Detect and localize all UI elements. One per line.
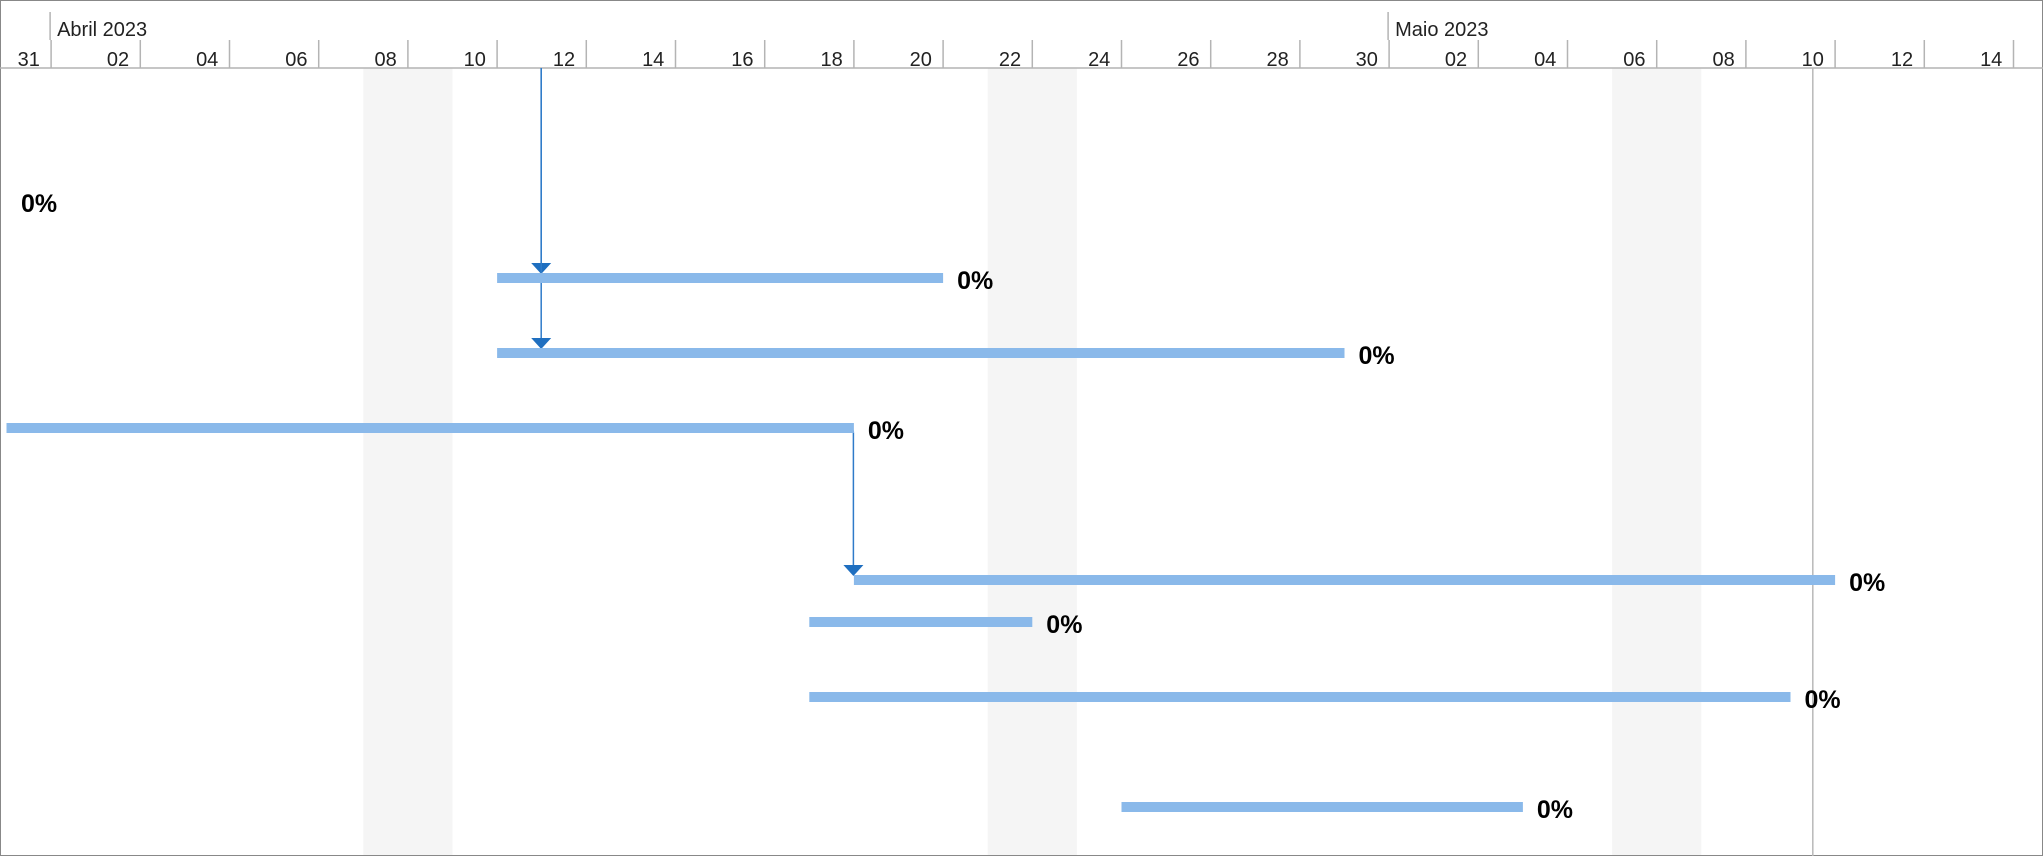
tick-label-20: 10 xyxy=(1802,49,1824,71)
percent-complete-labels: 0% 0% 0% 0% 0% 0% 0% 0% xyxy=(21,190,1885,824)
percent-label-2: 0% xyxy=(1359,342,1395,370)
weekend-band-2 xyxy=(1612,68,1702,856)
percent-label-6: 0% xyxy=(1805,686,1841,714)
day-ticks: 31 02 04 06 08 10 12 14 16 18 20 22 24 26 28 30 02 04 06 08… xyxy=(18,40,2015,71)
percent-label-5: 0% xyxy=(1046,611,1082,639)
task-bar-2[interactable] xyxy=(497,348,1345,358)
tick-label-9: 18 xyxy=(820,49,842,71)
dependency-1 xyxy=(531,68,552,349)
tick-label-7: 14 xyxy=(642,49,664,71)
month-label-1: Maio 2023 xyxy=(1395,19,1488,41)
percent-label-0: 0% xyxy=(21,190,57,218)
task-bar-1[interactable] xyxy=(497,273,944,283)
task-bar-4[interactable] xyxy=(853,575,1836,585)
percent-label-3: 0% xyxy=(868,417,904,445)
tick-label-2: 04 xyxy=(196,49,218,71)
tick-label-6: 12 xyxy=(553,49,575,71)
tick-label-17: 04 xyxy=(1534,49,1556,71)
tick-label-8: 16 xyxy=(731,49,753,71)
percent-label-4: 0% xyxy=(1849,569,1885,597)
tick-label-22: 14 xyxy=(1980,49,2002,71)
task-bar-5[interactable] xyxy=(809,617,1033,627)
month-labels: Abril 2023 Maio 2023 xyxy=(49,12,1489,41)
task-bars xyxy=(6,273,1836,812)
tick-label-4: 08 xyxy=(374,49,396,71)
tick-label-15: 30 xyxy=(1356,49,1378,71)
weekend-band-0 xyxy=(363,68,453,856)
dependency-arrow-1 xyxy=(531,338,552,349)
percent-label-7: 0% xyxy=(1537,796,1573,824)
tick-label-12: 24 xyxy=(1088,49,1110,71)
task-bar-6[interactable] xyxy=(809,692,1791,702)
tick-label-14: 28 xyxy=(1266,49,1288,71)
percent-label-1: 0% xyxy=(957,267,993,295)
dependency-2 xyxy=(839,427,864,576)
weekend-shading xyxy=(363,68,1702,856)
tick-label-21: 12 xyxy=(1891,49,1913,71)
tick-label-11: 22 xyxy=(999,49,1021,71)
dependency-links xyxy=(531,68,864,576)
weekend-band-1 xyxy=(987,68,1077,856)
task-bar-7[interactable] xyxy=(1121,802,1523,812)
tick-label-13: 26 xyxy=(1177,49,1199,71)
dependency-arrow-2 xyxy=(843,565,864,576)
tick-label-0: 31 xyxy=(18,49,40,71)
tick-label-16: 02 xyxy=(1445,49,1467,71)
month-label-0: Abril 2023 xyxy=(57,19,147,41)
tick-label-3: 06 xyxy=(285,49,307,71)
task-bar-3[interactable] xyxy=(6,423,854,433)
tick-label-18: 06 xyxy=(1623,49,1645,71)
tick-label-5: 10 xyxy=(464,49,486,71)
tick-label-10: 20 xyxy=(910,49,932,71)
tick-label-19: 08 xyxy=(1712,49,1734,71)
tick-label-1: 02 xyxy=(107,49,129,71)
